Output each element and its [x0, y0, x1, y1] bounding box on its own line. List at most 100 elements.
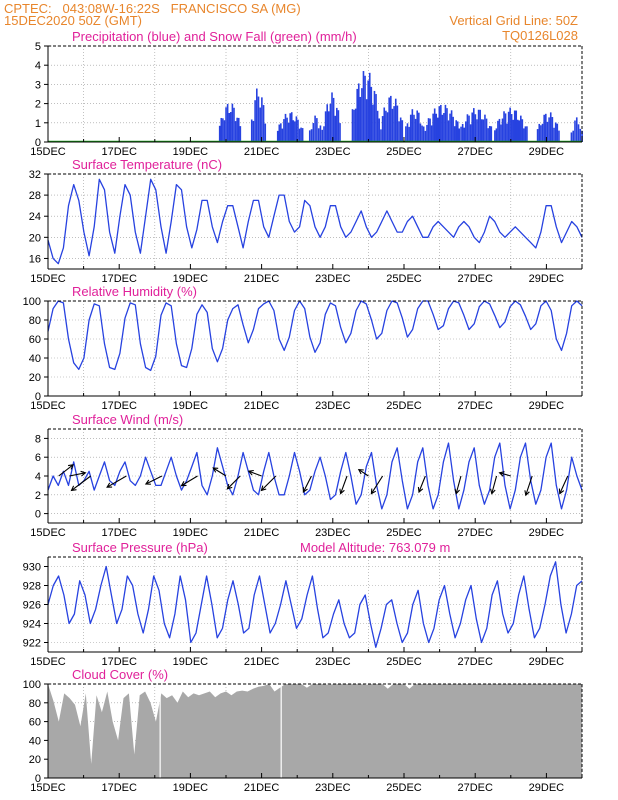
precip-bar: [308, 130, 311, 142]
precip-bar: [314, 115, 316, 142]
precip-bar: [317, 128, 320, 142]
precip-bar: [523, 128, 525, 142]
precip-bar: [406, 123, 409, 142]
precip-bar: [432, 113, 434, 142]
precip-bar: [558, 130, 560, 142]
precip-bar: [337, 110, 340, 142]
precip-bar: [510, 114, 513, 142]
precip-bar: [223, 120, 226, 142]
y-tick-label: 24: [29, 211, 41, 223]
precip-bar: [326, 104, 329, 142]
precip-bar: [479, 109, 481, 142]
wind-arrow-head: [144, 479, 151, 485]
precip-bar: [546, 121, 549, 142]
precip-bar: [398, 121, 400, 142]
precip-bar: [503, 111, 505, 142]
precip-bar: [494, 130, 496, 142]
chart-header: CPTEC: 043:08W-16:22S FRANCISCO SA (MG) …: [0, 0, 618, 46]
precip-bar: [413, 114, 415, 142]
x-tick-label: 19DEC: [173, 146, 209, 158]
x-tick-label: 25DEC: [386, 273, 422, 285]
x-tick-label: 15DEC: [30, 273, 66, 285]
precip-bar: [480, 119, 483, 142]
precip-bar: [416, 110, 419, 142]
precip-bar: [433, 108, 436, 142]
precip-bar: [261, 97, 263, 142]
precip-bar: [521, 119, 524, 142]
y-tick-label: 0: [35, 773, 41, 785]
precip-bar: [294, 121, 296, 142]
precip-bar: [364, 75, 366, 142]
wind-arrow-head: [70, 485, 77, 492]
precip-bar: [450, 110, 453, 142]
precip-title: Precipitation (blue) and Snow Fall (gree…: [72, 29, 357, 44]
x-tick-label: 21DEC: [244, 146, 280, 158]
x-tick-label: 17DEC: [101, 273, 137, 285]
precip-bar: [252, 120, 255, 142]
pres-title: Surface Pressure (hPa): [72, 540, 208, 555]
precip-bar: [409, 114, 412, 142]
precip-bar: [554, 122, 557, 142]
y-tick-label: 1: [35, 118, 41, 130]
precip-bar: [396, 105, 399, 142]
precip-bar: [516, 119, 519, 142]
precip-bar: [329, 103, 332, 142]
precip-bar: [507, 111, 510, 142]
precip-bar: [500, 124, 502, 142]
rh-series-line: [47, 300, 583, 372]
pres-series-line: [47, 561, 583, 648]
precip-bar: [513, 110, 516, 142]
precip-bar: [357, 83, 360, 142]
precip-bar: [441, 114, 444, 142]
wind-arrow-head: [370, 488, 377, 495]
x-tick-label: 17DEC: [101, 656, 137, 668]
precip-bar: [540, 125, 542, 142]
precip-bar: [281, 128, 284, 142]
precip-bar: [362, 71, 365, 142]
x-tick-label: 25DEC: [386, 146, 422, 158]
precip-bar: [577, 124, 580, 142]
y-tick-label: 80: [29, 315, 41, 327]
wind-arrow: [181, 475, 198, 487]
precip-bar: [301, 128, 304, 142]
x-tick-label: 19DEC: [173, 400, 209, 412]
precip-bar: [427, 118, 430, 142]
precip-bar: [498, 118, 501, 142]
y-tick-label: 20: [29, 372, 41, 384]
x-tick-label: 27DEC: [457, 782, 493, 794]
precip-bar: [280, 123, 282, 142]
precip-bar: [435, 113, 438, 142]
y-tick-label: 3: [35, 79, 41, 91]
precip-bar: [419, 123, 422, 142]
x-tick-label: 21DEC: [244, 656, 280, 668]
precip-bar: [310, 129, 313, 142]
precip-bar: [518, 120, 521, 142]
precip-bar: [401, 120, 404, 142]
precip-bar: [463, 127, 466, 142]
temp-series-line: [47, 178, 583, 265]
precip-bar: [399, 117, 402, 142]
wind-title: Surface Wind (m/s): [72, 412, 183, 427]
y-tick-label: 100: [23, 296, 41, 308]
x-tick-label: 21DEC: [244, 273, 280, 285]
precip-bar: [476, 119, 478, 142]
wind-arrow-head: [498, 471, 505, 477]
x-tick-label: 19DEC: [173, 782, 209, 794]
x-tick-label: 17DEC: [101, 146, 137, 158]
precip-bar: [292, 120, 295, 142]
precip-bar: [321, 129, 324, 142]
x-tick-label: 17DEC: [101, 400, 137, 412]
wind-arrow: [340, 475, 348, 494]
y-tick-label: 5: [35, 41, 41, 53]
precip-bar: [543, 114, 545, 142]
wind-arrow: [261, 475, 277, 491]
precip-bar: [501, 118, 504, 142]
y-tick-label: 40: [29, 735, 41, 747]
y-tick-label: 0: [35, 391, 41, 403]
x-tick-label: 23DEC: [315, 273, 351, 285]
wind-arrow-head: [417, 486, 424, 494]
precip-bar: [233, 107, 235, 142]
precip-bar: [455, 120, 458, 142]
precip-bar: [264, 123, 267, 142]
